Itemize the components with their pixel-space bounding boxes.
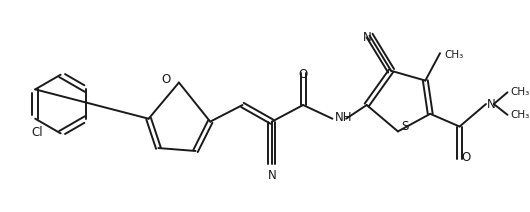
- Text: O: O: [462, 151, 471, 164]
- Text: S: S: [401, 120, 408, 133]
- Text: CH₃: CH₃: [510, 87, 529, 97]
- Text: O: O: [298, 68, 308, 81]
- Text: O: O: [162, 73, 171, 86]
- Text: Cl: Cl: [31, 126, 43, 139]
- Text: CH₃: CH₃: [510, 110, 529, 120]
- Text: N: N: [487, 98, 496, 110]
- Text: N: N: [268, 169, 276, 182]
- Text: N: N: [363, 31, 372, 44]
- Text: NH: NH: [334, 111, 352, 124]
- Text: CH₃: CH₃: [444, 50, 463, 60]
